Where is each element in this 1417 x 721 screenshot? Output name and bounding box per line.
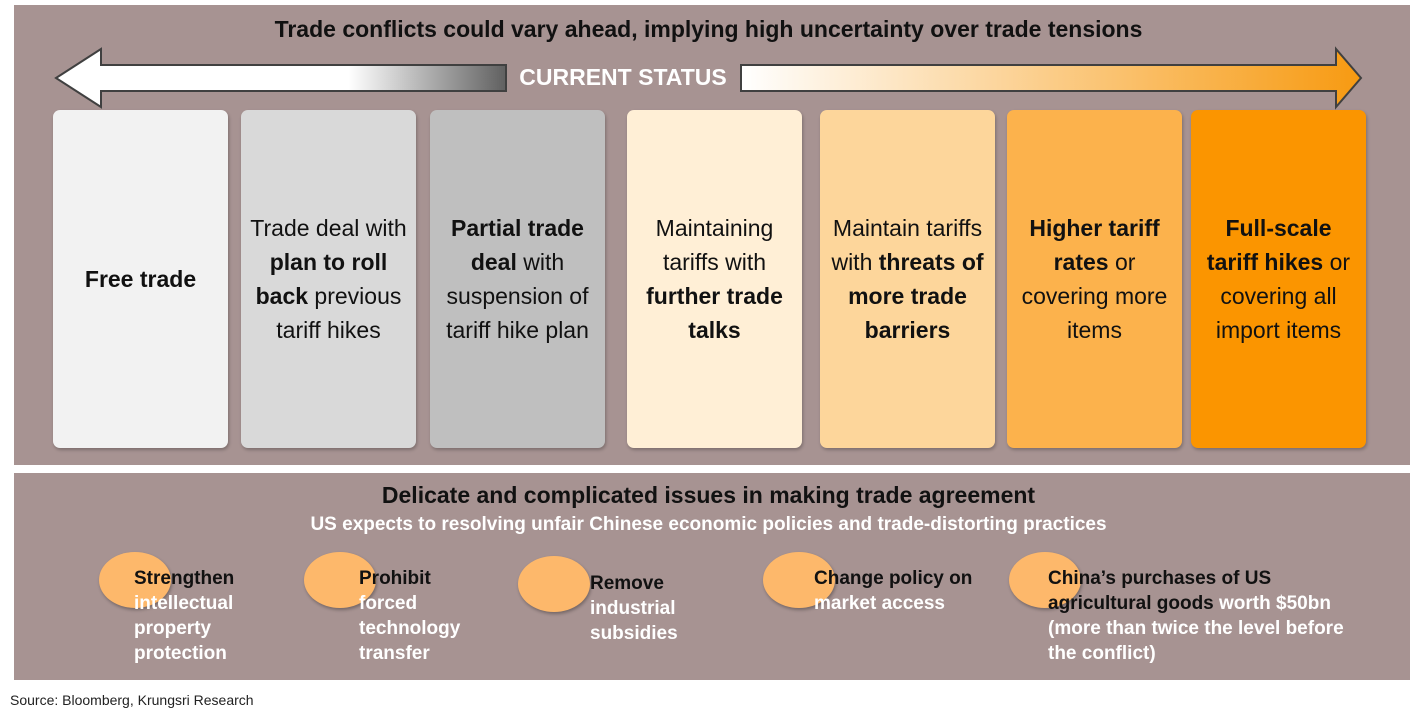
scenario-text-part: Maintain tariffs with (831, 215, 983, 275)
scenario-text: Free trade (85, 262, 196, 296)
scenario-text-part: plan to roll back (255, 249, 388, 309)
issues-panel (14, 473, 1410, 680)
issue-item-3: Remove industrial subsidies (590, 571, 710, 646)
current-status-label: CURRENT STATUS (519, 64, 727, 90)
scenario-box-3: Partial trade deal with suspension of ta… (430, 110, 605, 448)
scenario-text-part: or covering more items (1021, 249, 1168, 343)
scenario-box-6: Higher tariff rates or covering more ite… (1007, 110, 1182, 448)
issue-item-4: Change policy on market access (814, 566, 984, 616)
issues-subtitle: US expects to resolving unfair Chinese e… (310, 514, 1107, 535)
scenario-text-part: or covering all import items (1215, 249, 1351, 343)
issue-rest: industrial subsidies (590, 598, 678, 644)
scenario-box-2: Trade deal with plan to roll back previo… (241, 110, 416, 448)
scenario-text-part: Trade deal with (250, 215, 407, 241)
right-arrow (740, 46, 1363, 110)
issue-item-2: Prohibit forced technology transfer (359, 566, 489, 666)
source-note: Source: Bloomberg, Krungsri Research (10, 692, 254, 708)
scenario-text-part: Partial trade deal (451, 215, 584, 275)
scenario-text-part: Free trade (84, 266, 197, 292)
page-title: Trade conflicts could vary ahead, implyi… (274, 16, 1143, 42)
issue-lead: Strengthen (134, 568, 235, 589)
scenario-text-part: with suspension of tariff hike plan (446, 249, 589, 343)
scenario-text: Maintaining tariffs with further trade t… (635, 211, 794, 347)
scenario-text-part: Higher tariff rates (1029, 215, 1160, 275)
scenario-text: Higher tariff rates or covering more ite… (1015, 211, 1174, 347)
left-arrow (54, 47, 507, 109)
issue-rest: worth $50bn (more than twice the level b… (1048, 593, 1344, 664)
scenario-box-5: Maintain tariffs with threats of more tr… (820, 110, 995, 448)
scenario-text-part: Maintaining tariffs with (655, 215, 774, 275)
scenario-text-part: threats of more trade barriers (848, 249, 984, 343)
issue-lead: Remove (590, 573, 664, 594)
scenario-box-7: Full-scale tariff hikes or covering all … (1191, 110, 1366, 448)
scenario-text: Partial trade deal with suspension of ta… (438, 211, 597, 347)
scenario-box-1: Free trade (53, 110, 228, 448)
issue-lead: China’s purchases of US agricultural goo… (1048, 568, 1272, 614)
issue-item-1: Strengthen intellectual property protect… (134, 566, 264, 666)
issue-rest: forced technology transfer (359, 593, 461, 664)
issues-title: Delicate and complicated issues in makin… (381, 482, 1036, 508)
issue-bullet-circle (99, 552, 171, 608)
issue-lead: Prohibit (359, 568, 431, 589)
issue-lead: Change policy on (814, 568, 973, 589)
scenario-text: Trade deal with plan to roll back previo… (249, 211, 408, 347)
scenario-text-part: further trade talks (646, 283, 783, 343)
issue-item-5: China’s purchases of US agricultural goo… (1048, 566, 1348, 666)
issue-bullet-circle (763, 552, 835, 608)
issue-bullet-circle (518, 556, 590, 612)
scenario-text-part: Full-scale tariff hikes (1206, 215, 1332, 275)
scenario-text: Full-scale tariff hikes or covering all … (1199, 211, 1358, 347)
scenario-text: Maintain tariffs with threats of more tr… (828, 211, 987, 347)
trade-spectrum-arrows (54, 46, 1363, 110)
issue-rest: intellectual property protection (134, 593, 234, 664)
scenario-text-part: previous tariff hikes (276, 283, 402, 343)
issue-rest: market access (814, 593, 945, 614)
issue-bullet-circle (304, 552, 376, 608)
issue-bullet-circle (1009, 552, 1081, 608)
scenario-box-4: Maintaining tariffs with further trade t… (627, 110, 802, 448)
